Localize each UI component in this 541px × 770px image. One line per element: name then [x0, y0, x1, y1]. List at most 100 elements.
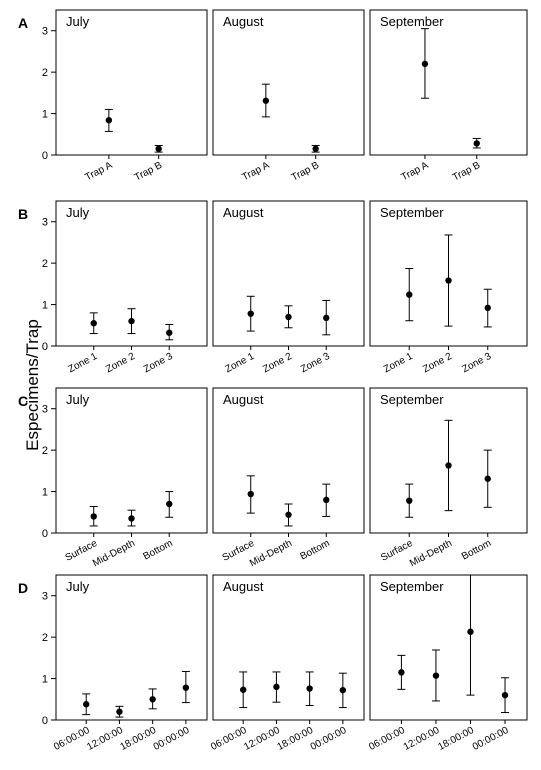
y-tick-label: 3 [42, 217, 48, 229]
subplot-july: July Trap A Trap B [55, 9, 208, 184]
plot-frame [55, 9, 208, 156]
x-tick-label: Bottom [299, 538, 332, 563]
y-axis-label: Especimens/Trap [23, 319, 42, 451]
data-point [105, 117, 113, 124]
x-tick-label: Zone 2 [421, 351, 454, 376]
subplot-title: September [380, 14, 444, 29]
data-point [273, 683, 280, 691]
y-tick-label: 2 [42, 258, 48, 270]
data-point [445, 462, 452, 469]
x-tick-label: 18:00:00 [276, 725, 316, 753]
x-tick-label: 12:00:00 [85, 725, 125, 753]
data-point [90, 320, 97, 327]
data-point [128, 515, 135, 522]
data-point [473, 140, 480, 147]
subplot-title: July [66, 205, 90, 220]
x-tick-label: Zone 3 [299, 351, 332, 376]
x-tick-label: Zone 3 [142, 351, 175, 376]
subplot-title: August [223, 392, 264, 407]
x-tick-label: 12:00:00 [242, 725, 282, 753]
subplot-september: September 06:00:0012:00:0018:00:0000:00:0… [367, 574, 528, 753]
y-tick-label: 0 [42, 715, 48, 727]
subplot-september: September Zone 1 Zone 2 Zone 3 [369, 200, 528, 376]
x-tick-label: 06:00:00 [367, 725, 407, 753]
data-point [484, 304, 491, 312]
data-point [501, 691, 509, 699]
x-tick-label: Zone 1 [223, 351, 256, 376]
x-tick-label: 00:00:00 [152, 725, 192, 753]
x-tick-label: 18:00:00 [436, 725, 476, 753]
plot-frame [369, 574, 528, 721]
data-point [240, 686, 247, 693]
subplot-title: July [66, 392, 90, 407]
data-point [306, 685, 313, 692]
y-tick-label: 3 [42, 404, 48, 416]
x-tick-label: Mid-Depth [91, 538, 137, 569]
x-tick-label: Bottom [142, 538, 175, 563]
data-point [83, 701, 90, 708]
data-point [406, 497, 413, 504]
x-tick-label: 00:00:00 [471, 725, 511, 753]
data-point [406, 291, 413, 298]
data-point [166, 329, 173, 336]
subplot-title: August [223, 579, 264, 594]
data-point [262, 97, 270, 104]
data-point [432, 672, 440, 679]
x-tick-label: Trap A [83, 160, 114, 184]
y-tick-label: 1 [42, 674, 48, 686]
x-tick-label: 12:00:00 [402, 725, 442, 753]
x-tick-label: Zone 3 [460, 351, 493, 376]
x-tick-label: Zone 2 [104, 351, 137, 376]
data-point [467, 628, 474, 635]
panel-d: D0123July06:00:0012:00:0018:00:0000:00:0… [18, 574, 528, 753]
subplot-title: July [66, 14, 90, 29]
plot-frame [212, 574, 365, 721]
data-point [339, 686, 347, 694]
x-tick-label: Trap B [133, 160, 165, 184]
x-tick-label: Zone 1 [66, 351, 99, 376]
panel-letter: A [18, 15, 28, 31]
data-point [421, 60, 429, 68]
x-tick-label: Trap A [400, 160, 431, 184]
data-point [285, 511, 292, 518]
x-tick-label: Zone 1 [382, 351, 415, 376]
y-tick-label: 2 [42, 67, 48, 79]
x-tick-label: Zone 2 [261, 351, 294, 376]
subplot-title: September [380, 579, 444, 594]
data-point [398, 669, 405, 676]
subplot-august: August Zone 1 Zone 2 Zone 3 [212, 200, 365, 376]
panel-letter: B [18, 206, 28, 222]
data-point [128, 317, 135, 325]
x-tick-label: Bottom [460, 538, 493, 563]
data-point [484, 475, 491, 482]
plot-frame [212, 9, 365, 156]
y-tick-label: 1 [42, 487, 48, 499]
data-point [247, 310, 254, 317]
data-point [116, 708, 123, 715]
x-tick-label: 06:00:00 [52, 725, 92, 753]
data-point [285, 313, 292, 321]
plot-frame [369, 9, 528, 156]
x-tick-label: Mid-Depth [408, 538, 454, 569]
subplot-september: September Trap A Trap B [369, 9, 528, 184]
y-tick-label: 2 [42, 445, 48, 457]
y-tick-label: 1 [42, 300, 48, 312]
data-point [90, 513, 97, 520]
y-tick-label: 3 [42, 26, 48, 38]
subplot-title: July [66, 579, 90, 594]
data-point [247, 490, 254, 498]
y-tick-label: 3 [42, 591, 48, 603]
y-tick-label: 0 [42, 150, 48, 162]
data-point [155, 145, 162, 152]
y-tick-label: 0 [42, 528, 48, 540]
data-point [312, 145, 319, 152]
panel-letter: C [18, 393, 28, 409]
x-tick-label: Mid-Depth [248, 538, 294, 569]
x-tick-label: 00:00:00 [309, 725, 349, 753]
data-point [149, 696, 156, 703]
